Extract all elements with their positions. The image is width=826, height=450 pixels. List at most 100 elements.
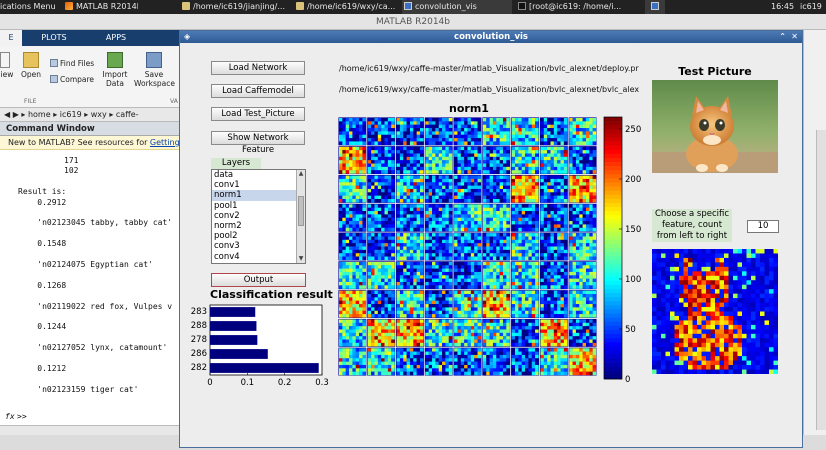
- feature-pixel: [502, 207, 507, 212]
- feature-pixel: [448, 246, 453, 251]
- command-prompt[interactable]: fx >>: [0, 412, 180, 424]
- feature-pixel: [531, 294, 536, 298]
- feature-pixel: [425, 138, 429, 142]
- feature-pixel: [528, 336, 532, 340]
- load-caffemodel-button[interactable]: Load Caffemodel: [211, 84, 305, 98]
- taskbar-item-convolution-vis[interactable]: convolution_vis: [402, 0, 512, 14]
- feature-pixel: [506, 153, 510, 158]
- command-window-output[interactable]: 171 102 Result is: 0.2912 'n02123045 tabby…: [0, 150, 180, 425]
- taskbar-item-matlab[interactable]: MATLAB R2014b: [63, 0, 138, 14]
- layer-item-pool2[interactable]: pool2: [214, 231, 238, 242]
- layer-item-data[interactable]: data: [214, 170, 234, 180]
- feature-pixel: [557, 141, 561, 145]
- path-segment-caffe[interactable]: caffe-: [115, 110, 139, 119]
- feature-pixel: [387, 326, 392, 330]
- feature-pixel: [470, 294, 475, 298]
- layer-item-conv3[interactable]: conv3: [214, 241, 240, 252]
- feature-tile: [482, 204, 510, 232]
- feature-pixel: [406, 339, 411, 344]
- feature-pixel: [413, 278, 417, 283]
- feature-pixel: [531, 271, 536, 276]
- layer-item-pool1[interactable]: pool1: [214, 200, 238, 211]
- feature-pixel: [550, 290, 555, 295]
- back-arrow-icon[interactable]: ◀ ▶: [4, 110, 19, 119]
- feature-pixel: [362, 281, 366, 286]
- maximize-icon[interactable]: ⌃: [779, 32, 786, 41]
- feature-pixel: [367, 243, 372, 247]
- path-segment-home[interactable]: home: [27, 110, 51, 119]
- feature-pixel: [553, 246, 558, 251]
- layer-item-conv1[interactable]: conv1: [214, 180, 240, 191]
- feature-pixel: [381, 118, 385, 122]
- scroll-thumb[interactable]: [298, 196, 304, 226]
- feature-pixel: [563, 188, 568, 193]
- tab-home[interactable]: E: [0, 30, 22, 46]
- feature-pixel: [396, 310, 401, 315]
- open-button[interactable]: Open: [18, 52, 44, 79]
- feature-pixel: [349, 227, 353, 232]
- find-files-button[interactable]: Find Files: [50, 59, 94, 68]
- feature-pixel: [477, 146, 482, 151]
- taskbar-applications-menu[interactable]: ications Menu: [0, 0, 60, 14]
- figure-title-bar[interactable]: ◈ convolution_vis ⌃ ✕: [180, 31, 802, 43]
- fx-icon[interactable]: fx: [5, 412, 15, 421]
- feature-pixel: [543, 192, 548, 196]
- feature-pixel: [477, 297, 482, 301]
- feature-pixel: [374, 131, 379, 135]
- save-workspace-button[interactable]: Save Workspace: [134, 52, 175, 88]
- taskbar-window-button[interactable]: [645, 0, 665, 14]
- output-button[interactable]: Output: [211, 273, 306, 287]
- close-icon[interactable]: ✕: [791, 32, 798, 41]
- taskbar-item-terminal[interactable]: [root@ic619: /home/i...: [516, 0, 628, 14]
- feature-pixel: [531, 214, 536, 218]
- feature-pixel: [502, 271, 507, 276]
- feature-pixel: [359, 227, 363, 232]
- feature-pixel: [384, 121, 389, 125]
- feature-pixel: [518, 182, 522, 186]
- feature-pixel: [474, 233, 478, 237]
- feature-pixel: [582, 294, 587, 298]
- layer-item-conv2[interactable]: conv2: [214, 210, 240, 221]
- layers-listbox[interactable]: data conv1 norm1 pool1 conv2 norm2 pool2 conv3 c…: [211, 169, 306, 264]
- scroll-up-icon[interactable]: ▲: [298, 170, 304, 177]
- layer-item-norm1[interactable]: norm1: [212, 190, 305, 201]
- show-network-feature-button[interactable]: Show Network Feature: [211, 131, 305, 155]
- feature-pixel: [589, 294, 593, 298]
- load-network-button[interactable]: Load Network: [211, 61, 305, 75]
- layers-scrollbar[interactable]: ▲ ▼: [296, 170, 305, 263]
- feature-pixel: [582, 249, 587, 254]
- feature-pixel: [511, 271, 516, 276]
- feature-pixel: [525, 188, 529, 193]
- feature-pixel: [543, 224, 548, 228]
- feature-pixel: [582, 336, 587, 340]
- layer-item-norm2[interactable]: norm2: [214, 220, 242, 231]
- feature-pixel: [515, 198, 519, 203]
- path-segment-ic619[interactable]: ic619: [59, 110, 82, 119]
- feature-pixel: [428, 326, 433, 330]
- feature-pixel: [384, 163, 389, 168]
- feature-pixel: [521, 339, 526, 344]
- workspace-scrollbar[interactable]: [816, 130, 826, 430]
- scroll-down-icon[interactable]: ▼: [298, 255, 304, 262]
- feature-pixel: [553, 138, 558, 142]
- feature-pixel: [339, 182, 343, 186]
- command-window-scrollbar[interactable]: [0, 425, 180, 435]
- new-button[interactable]: iew: [0, 52, 14, 79]
- taskbar-item-folder-wxy[interactable]: /home/ic619/wxy/ca...: [294, 0, 400, 14]
- feature-tile: [367, 204, 395, 232]
- tab-plots[interactable]: PLOTS: [41, 33, 67, 42]
- feature-pixel: [460, 170, 465, 174]
- feature-pixel: [367, 297, 372, 301]
- taskbar-item-folder-jianjing[interactable]: /home/ic619/jianjing/...: [180, 0, 290, 14]
- feature-pixel: [535, 271, 539, 276]
- layer-item-conv4[interactable]: conv4: [214, 251, 240, 262]
- load-test-picture-button[interactable]: Load Test_Picture: [211, 107, 305, 121]
- import-data-button[interactable]: Import Data: [100, 52, 130, 88]
- tab-apps[interactable]: APPS: [105, 33, 127, 42]
- feature-pixel: [384, 300, 389, 305]
- feature-pixel: [432, 253, 436, 257]
- getting-started-link[interactable]: Getting: [149, 138, 180, 147]
- path-segment-wxy[interactable]: wxy: [90, 110, 107, 119]
- compare-button[interactable]: Compare: [50, 75, 94, 84]
- current-folder-bar[interactable]: ◀ ▶ ▸ home ▸ ic619 ▸ wxy ▸ caffe-: [0, 108, 180, 122]
